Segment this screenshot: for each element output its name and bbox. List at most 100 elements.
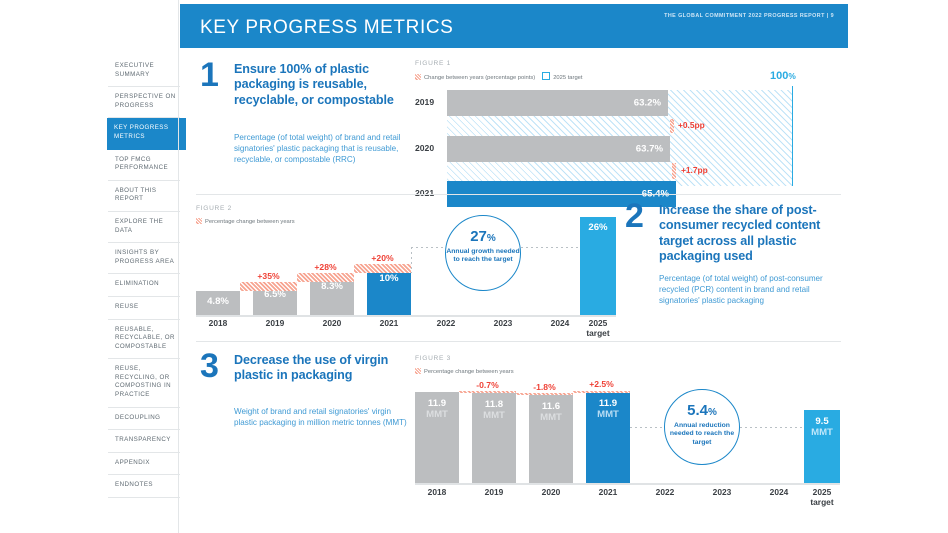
metric-2-number: 2 [625, 197, 644, 235]
metric-3-subtext: Weight of brand and retail signatories' … [234, 407, 407, 428]
figure-1-legend: Change between years (percentage points)… [415, 72, 583, 81]
figure-1-change-marker-2021 [672, 163, 676, 179]
figure-3-change-3: +2.5% [589, 379, 614, 389]
sidebar-item-reuse[interactable]: REUSE [108, 297, 180, 320]
figure-2-connector-vertical [411, 247, 412, 273]
figure-3-unit-2019: MMT [483, 410, 505, 421]
legend-change-swatch-icon [196, 218, 202, 224]
figure-2-callout-value: 27% [470, 228, 496, 245]
page-title: KEY PROGRESS METRICS [200, 17, 454, 38]
sidebar-item-appendix[interactable]: APPENDIX [108, 453, 180, 476]
figure-3-xlabel-2019: 2019 [484, 487, 504, 497]
sidebar-item-about-this-report[interactable]: ABOUT THIS REPORT [108, 181, 180, 212]
figure-3-bar-2025-target: 9.5 MMT [804, 410, 840, 483]
figure-3-unit-2018: MMT [426, 409, 448, 420]
figure-3-xlabel-2018: 2018 [427, 487, 447, 497]
metric-1-subtext: Percentage (of total weight) of brand an… [234, 133, 401, 165]
figure-3-change-1: -0.7% [476, 380, 499, 390]
figure-3-bar-2018: 11.9 MMT [415, 392, 459, 483]
figure-2-bar-2021: 10% [367, 265, 411, 315]
sidebar-item-transparency[interactable]: TRANSPARENCY [108, 430, 180, 453]
legend-change-swatch-icon [415, 368, 421, 374]
sidebar-nav: EXECUTIVE SUMMARY PERSPECTIVE ON PROGRESS… [0, 0, 186, 533]
figure-2-xlabel-2025-target: 2025 target [586, 318, 610, 338]
legend-change-swatch-icon [415, 74, 421, 80]
figure-3-change-line-3 [573, 391, 630, 393]
figure-3-change-line-2 [516, 393, 573, 395]
figure-2-value-2020: 8.3% [321, 281, 343, 292]
metric-3-number: 3 [200, 347, 219, 385]
figure-1: FIGURE 1 Change between years (percentag… [415, 60, 840, 207]
legend-change-label: Percentage change between years [424, 369, 514, 375]
section-divider-1 [196, 194, 841, 195]
figure-3-xlabel-2023: 2023 [712, 487, 732, 497]
figure-3-change-2: -1.8% [533, 382, 556, 392]
figure-1-ylabel-2019: 2019 [415, 97, 435, 107]
figure-2-xlabel-2021: 2021 [379, 318, 399, 328]
figure-3-axis [415, 483, 840, 485]
figure-1-change-2021: +1.7pp [681, 165, 708, 175]
figure-1-change-marker-2020 [670, 119, 674, 133]
sidebar-item-reuse-recycling-or-composting-in-practice[interactable]: REUSE, RECYCLING, OR COMPOSTING IN PRACT… [108, 359, 180, 408]
section-divider-2 [196, 341, 841, 342]
figure-3-label: FIGURE 3 [415, 355, 452, 362]
figure-2-value-2021: 10% [379, 273, 399, 284]
figure-3-unit-2025: MMT [811, 427, 833, 438]
figure-2-value-2025: 26% [588, 222, 608, 233]
sidebar-item-decoupling[interactable]: DECOUPLING [108, 408, 180, 431]
legend-target-label: 2025 target [553, 75, 583, 81]
figure-1-label: FIGURE 1 [415, 60, 452, 67]
figure-2-change-block-3 [354, 264, 411, 273]
metric-2-subtext: Percentage (of total weight) of post-con… [659, 274, 823, 306]
page-header: KEY PROGRESS METRICS THE GLOBAL COMMITME… [180, 4, 848, 48]
sidebar-item-insights-by-progress-area[interactable]: INSIGHTS BY PROGRESS AREA [108, 243, 180, 275]
figure-2-axis [196, 315, 616, 317]
sidebar-item-key-progress-metrics[interactable]: KEY PROGRESS METRICS [107, 118, 186, 150]
figure-2-xlabel-2018: 2018 [208, 318, 228, 328]
figure-2-callout-caption: Annual growth needed to reach the target [446, 248, 520, 264]
figure-3-xlabel-2025-target: 2025 target [810, 487, 834, 507]
figure-3-value-2018: 11.9 [427, 398, 447, 409]
figure-1-target-line [792, 86, 794, 186]
sidebar-item-executive-summary[interactable]: EXECUTIVE SUMMARY [108, 56, 180, 88]
sidebar-item-endnotes[interactable]: ENDNOTES [108, 475, 180, 499]
figure-3-bar-2021: 11.9 MMT [586, 392, 630, 483]
legend-change-label: Percentage change between years [205, 219, 295, 225]
figure-3-xlabel-2022: 2022 [655, 487, 675, 497]
figure-3-callout-caption: Annual reduction needed to reach the tar… [669, 422, 735, 446]
sidebar-item-reusable-recyclable-or-compostable[interactable]: REUSABLE, RECYCLABLE, OR COMPOSTABLE [108, 320, 180, 360]
figure-2: FIGURE 2 Percentage change between years… [196, 205, 616, 338]
figure-2-change-block-2 [297, 273, 354, 282]
sidebar-item-perspective-on-progress[interactable]: PERSPECTIVE ON PROGRESS [108, 87, 180, 119]
sidebar-divider [178, 0, 179, 533]
figure-2-change-1: +35% [257, 271, 280, 281]
figure-2-bar-2018: 4.8% [196, 291, 240, 315]
figure-2-value-2018: 4.8% [207, 296, 229, 307]
sidebar-item-explore-the-data[interactable]: EXPLORE THE DATA [108, 212, 180, 244]
figure-2-xlabel-2022: 2022 [436, 318, 456, 328]
figure-2-legend: Percentage change between years [196, 218, 295, 225]
figure-3-value-2021: 11.9 [598, 398, 618, 409]
figure-2-bar-2025-target: 26% [580, 217, 616, 315]
figure-2-change-2: +28% [314, 262, 337, 272]
figure-1-bar-2019: 63.2% [447, 90, 668, 116]
figure-2-label: FIGURE 2 [196, 205, 233, 212]
figure-1-ylabel-2021: 2021 [415, 188, 435, 198]
figure-2-xlabel-2020: 2020 [322, 318, 342, 328]
metric-1-headline: Ensure 100% of plastic packaging is reus… [234, 62, 394, 107]
figure-3-callout-circle: 5.4% Annual reduction needed to reach th… [664, 389, 740, 465]
figure-1-change-2020: +0.5pp [678, 120, 705, 130]
metric-3-headline: Decrease the use of virgin plastic in pa… [234, 353, 389, 383]
figure-1-target-label: 100% [770, 70, 796, 82]
figure-2-xlabel-2019: 2019 [265, 318, 285, 328]
figure-1-value-2019: 63.2% [633, 97, 661, 109]
report-meta: THE GLOBAL COMMITMENT 2022 PROGRESS REPO… [664, 13, 834, 19]
figure-3-xlabel-2021: 2021 [598, 487, 618, 497]
figure-3: FIGURE 3 Percentage change between years… [415, 355, 840, 510]
figure-1-bar-2020: 63.7% [447, 136, 670, 162]
figure-3-value-2019: 11.8 [484, 399, 504, 410]
sidebar-item-elimination[interactable]: ELIMINATION [108, 274, 180, 297]
figure-3-bar-2019: 11.8 MMT [472, 393, 516, 483]
figure-2-change-3: +20% [371, 253, 394, 263]
sidebar-item-top-fmcg-performance[interactable]: TOP FMCG PERFORMANCE [108, 150, 180, 181]
